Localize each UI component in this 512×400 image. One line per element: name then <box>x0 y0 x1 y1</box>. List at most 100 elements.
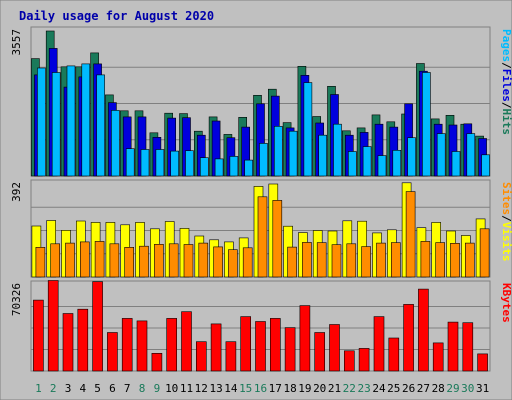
y-max-label: 70326 <box>10 283 23 316</box>
legend-item-sites: Sites <box>500 182 512 215</box>
x-tick-label: 1 <box>35 382 42 395</box>
legend-separator: / <box>500 215 512 222</box>
legend-label: KBytes <box>500 283 512 323</box>
bar-pages <box>422 72 431 177</box>
bar-pages <box>377 155 387 177</box>
bar-pages <box>288 130 298 177</box>
x-tick-label: 29 <box>446 382 459 395</box>
x-tick-label: 31 <box>476 382 489 395</box>
bar-pages <box>436 133 446 177</box>
bar-pages <box>81 63 91 177</box>
bar-kbytes <box>240 316 251 372</box>
bar-pages <box>259 143 268 177</box>
bar-kbytes <box>432 342 444 372</box>
bar-kbytes <box>462 322 474 372</box>
bar-kbytes <box>255 321 266 372</box>
bar-sites <box>405 191 416 278</box>
bar-pages <box>318 134 328 177</box>
x-tick-label: 24 <box>372 382 386 395</box>
x-tick-label: 16 <box>254 382 267 395</box>
bar-sites <box>331 244 342 278</box>
bar-pages <box>96 74 105 177</box>
bar-kbytes <box>77 308 89 372</box>
bar-pages <box>66 65 76 177</box>
bar-kbytes <box>33 299 44 372</box>
bar-sites <box>242 247 253 278</box>
chart-title: Daily usage for August 2020 <box>19 9 214 23</box>
legend-separator: / <box>500 62 512 69</box>
x-tick-label: 3 <box>65 382 72 395</box>
bar-sites <box>390 242 401 278</box>
bar-kbytes <box>418 288 429 372</box>
bar-pages <box>362 146 372 177</box>
legend-label: Pages/Files/Hits <box>500 29 512 135</box>
x-tick-label: 8 <box>139 382 146 395</box>
bar-sites <box>168 243 179 278</box>
bar-pages <box>407 137 416 177</box>
bar-sites <box>213 246 223 278</box>
bar-kbytes <box>299 305 311 372</box>
bar-sites <box>420 241 431 278</box>
bar-kbytes <box>343 350 355 372</box>
bar-sites <box>450 243 460 278</box>
x-tick-label: 25 <box>387 382 400 395</box>
bar-kbytes <box>47 280 59 372</box>
x-tick-label: 23 <box>357 382 370 395</box>
x-tick-label: 9 <box>154 382 161 395</box>
x-tick-label: 4 <box>79 382 86 395</box>
bar-sites <box>361 246 371 278</box>
bar-kbytes <box>358 348 370 372</box>
y-max-label: 3557 <box>10 29 23 56</box>
bar-pages <box>140 149 150 177</box>
bar-sites <box>302 242 312 278</box>
bar-sites <box>228 249 238 278</box>
bar-pages <box>214 158 224 177</box>
bar-kbytes <box>166 318 177 372</box>
bar-sites <box>35 247 46 278</box>
x-tick-label: 19 <box>298 382 311 395</box>
bar-kbytes <box>136 320 148 372</box>
bar-pages <box>303 82 313 177</box>
legend-item-kbytes: KBytes <box>500 283 512 323</box>
bar-kbytes <box>447 321 459 372</box>
bar-pages <box>51 72 61 177</box>
bar-pages <box>170 150 179 177</box>
bar-sites <box>198 242 209 278</box>
bar-kbytes <box>181 311 192 372</box>
bar-pages <box>244 159 253 177</box>
x-tick-label: 28 <box>432 382 445 395</box>
bar-pages <box>273 126 283 177</box>
x-tick-label: 5 <box>94 382 101 395</box>
bar-kbytes <box>92 281 103 372</box>
panel-3: 70326 KBytes <box>10 280 512 372</box>
x-tick-label: 30 <box>461 382 474 395</box>
x-tick-label: 7 <box>124 382 131 395</box>
bar-kbytes <box>477 353 488 372</box>
bar-pages <box>481 154 490 177</box>
bar-pages <box>185 150 194 177</box>
bar-kbytes <box>373 316 385 372</box>
bar-sites <box>287 246 297 278</box>
bar-pages <box>111 110 120 177</box>
x-tick-label: 14 <box>224 382 238 395</box>
bar-sites <box>272 200 283 278</box>
y-max-label: 392 <box>10 182 23 202</box>
x-tick-label: 15 <box>239 382 252 395</box>
x-tick-label: 22 <box>343 382 356 395</box>
bar-sites <box>316 242 327 278</box>
legend-item-hits: Hits <box>500 109 512 136</box>
bar-kbytes <box>210 323 222 372</box>
x-tick-label: 12 <box>195 382 208 395</box>
bar-sites <box>50 243 61 278</box>
bar-sites <box>80 241 90 278</box>
bar-kbytes <box>107 332 118 372</box>
bar-kbytes <box>329 324 340 372</box>
x-tick-label: 20 <box>313 382 326 395</box>
bar-pages <box>229 156 239 177</box>
x-tick-label: 10 <box>165 382 178 395</box>
bar-kbytes <box>388 337 400 372</box>
bar-sites <box>124 247 134 278</box>
x-tick-label: 11 <box>180 382 193 395</box>
x-tick-label: 13 <box>209 382 222 395</box>
